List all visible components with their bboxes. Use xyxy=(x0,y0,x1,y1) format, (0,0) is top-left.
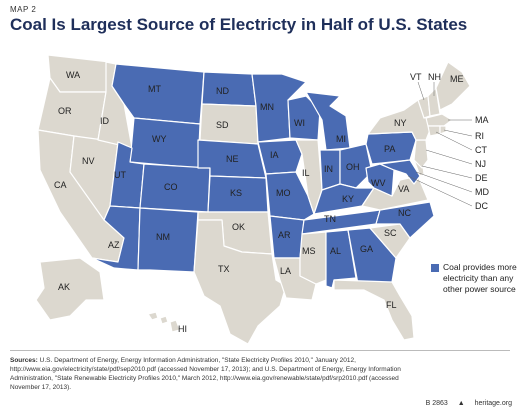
state-RI xyxy=(439,125,447,135)
state-SD xyxy=(199,103,259,145)
state-OH xyxy=(339,143,373,189)
label-GA: GA xyxy=(360,244,373,254)
legend-text: Coal provides more electricity than any … xyxy=(443,262,517,294)
label-IN: IN xyxy=(324,164,333,174)
state-MS xyxy=(299,231,327,285)
label-AZ: AZ xyxy=(108,240,120,250)
label-VA: VA xyxy=(398,184,409,194)
label-MT: MT xyxy=(148,84,161,94)
sources-label: Sources: xyxy=(10,357,38,364)
label-NJ: NJ xyxy=(475,159,486,169)
state-TX xyxy=(193,219,287,345)
label-WY: WY xyxy=(152,134,167,144)
label-ND: ND xyxy=(216,86,229,96)
state-ME xyxy=(435,61,471,111)
label-LA: LA xyxy=(280,266,291,276)
label-WI: WI xyxy=(294,118,305,128)
label-AK: AK xyxy=(58,282,70,292)
label-CT: CT xyxy=(475,145,487,155)
label-IA: IA xyxy=(270,150,279,160)
label-MA: MA xyxy=(475,115,489,125)
divider xyxy=(10,350,510,351)
label-NH: NH xyxy=(428,72,441,82)
state-NM xyxy=(137,207,199,273)
state-WI xyxy=(287,95,321,141)
label-PA: PA xyxy=(384,144,395,154)
sources-note: Sources: U.S. Department of Energy, Ener… xyxy=(10,356,410,392)
label-OH: OH xyxy=(346,162,360,172)
state-GA xyxy=(347,227,397,285)
label-CO: CO xyxy=(164,182,178,192)
label-NV: NV xyxy=(82,156,95,166)
label-ME: ME xyxy=(450,74,464,84)
footer-code: B 2863 xyxy=(425,400,448,407)
label-MN: MN xyxy=(260,102,274,112)
label-OK: OK xyxy=(232,222,245,232)
label-CA: CA xyxy=(54,180,67,190)
label-UT: UT xyxy=(114,170,126,180)
label-MS: MS xyxy=(302,246,316,256)
callout-lines xyxy=(407,81,473,207)
label-VT: VT xyxy=(410,72,422,82)
state-MI xyxy=(305,91,351,151)
label-NM: NM xyxy=(156,232,170,242)
map-number: MAP 2 xyxy=(10,5,37,14)
label-SC: SC xyxy=(384,228,397,238)
label-ID: ID xyxy=(100,116,110,126)
label-SD: SD xyxy=(216,120,229,130)
label-AR: AR xyxy=(278,230,291,240)
state-ND xyxy=(201,71,257,107)
sources-text: U.S. Department of Energy, Energy Inform… xyxy=(10,357,401,391)
label-OR: OR xyxy=(58,106,72,116)
state-FL xyxy=(333,279,415,341)
label-DE: DE xyxy=(475,173,488,183)
label-TX: TX xyxy=(218,264,230,274)
state-AK xyxy=(35,257,105,321)
label-WA: WA xyxy=(66,70,80,80)
label-DC: DC xyxy=(475,201,488,211)
footer: B 2863 ▲ heritage.org xyxy=(418,400,512,407)
label-NY: NY xyxy=(394,118,407,128)
heritage-logo-icon: ▲ xyxy=(457,400,465,407)
label-NC: NC xyxy=(398,208,411,218)
label-IL: IL xyxy=(302,168,310,178)
label-WV: WV xyxy=(371,178,386,188)
label-KY: KY xyxy=(342,194,354,204)
us-map-svg: WA OR ID CA NV MT WY UT AZ CO NM ND SD N… xyxy=(35,54,489,345)
footer-site[interactable]: heritage.org xyxy=(474,400,512,407)
label-TN: TN xyxy=(324,214,336,224)
label-MD: MD xyxy=(475,187,489,197)
us-map: WA OR ID CA NV MT WY UT AZ CO NM ND SD N… xyxy=(0,45,520,345)
state-IA xyxy=(257,139,303,175)
label-NE: NE xyxy=(226,154,239,164)
label-HI: HI xyxy=(178,324,187,334)
label-MI: MI xyxy=(336,134,346,144)
state-MA xyxy=(425,113,453,127)
state-labels: WA OR ID CA NV MT WY UT AZ CO NM ND SD N… xyxy=(54,70,489,334)
state-MD xyxy=(379,159,421,185)
legend-swatch xyxy=(431,264,439,272)
label-MO: MO xyxy=(276,188,291,198)
map-title: Coal Is Largest Source of Electricty in … xyxy=(10,15,468,34)
state-HI xyxy=(147,311,181,333)
label-RI: RI xyxy=(475,131,484,141)
state-CT xyxy=(427,125,441,137)
label-FL: FL xyxy=(386,300,397,310)
label-KS: KS xyxy=(230,188,242,198)
label-AL: AL xyxy=(330,246,341,256)
